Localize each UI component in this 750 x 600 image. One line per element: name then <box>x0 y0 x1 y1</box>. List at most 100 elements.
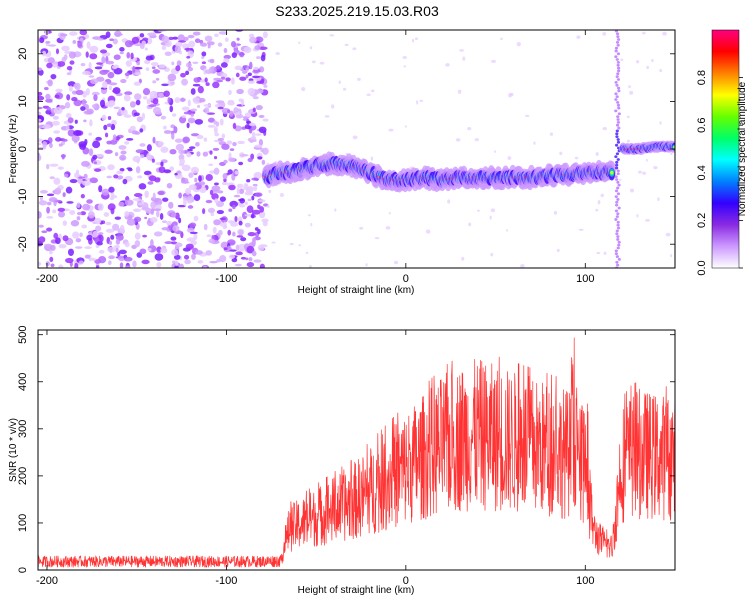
spectrogram-noise-blob <box>602 31 607 36</box>
spectrogram-streak-blob <box>616 238 620 241</box>
spectrogram-noise-blob <box>247 198 252 202</box>
spectrogram-noise-blob <box>109 38 114 42</box>
spectrogram-noise-blob <box>576 35 581 39</box>
spectrogram-noise-blob <box>57 207 66 212</box>
spectrogram-noise-blob <box>646 65 650 70</box>
spectrogram-noise-blob <box>186 122 190 129</box>
spectrogram-streak-blob <box>616 120 621 124</box>
spectrogram-noise-blob <box>152 192 156 201</box>
spectrogram-noise-blob <box>123 94 131 102</box>
spectrogram-noise-blob <box>89 177 98 184</box>
spectrogram-noise-blob <box>626 139 630 143</box>
spectrogram-noise-blob <box>629 90 634 95</box>
spectrogram-noise-blob <box>104 132 109 138</box>
spectrogram-x-tick-label: 100 <box>576 273 594 285</box>
spectrogram-noise-blob <box>203 137 208 142</box>
spectrogram-noise-blob <box>218 229 223 236</box>
spectrogram-streak-blob <box>616 180 620 184</box>
spectrogram-noise-blob <box>152 80 157 84</box>
spectrogram-noise-blob <box>242 65 248 69</box>
snr-y-tick-label: 0 <box>17 567 29 573</box>
spectrogram-streak-blob <box>616 172 620 176</box>
spectrogram-noise-blob <box>204 35 213 42</box>
spectrogram-noise-blob <box>201 56 205 60</box>
colorbar-tick-label: 0.8 <box>696 70 708 85</box>
spectrogram-noise-blob <box>374 237 380 240</box>
spectrogram-noise-blob <box>158 64 166 69</box>
spectrogram-noise-blob <box>55 237 61 245</box>
spectrogram-noise-blob <box>234 125 242 132</box>
spectrogram-noise-blob <box>597 200 601 205</box>
spectrogram-noise-blob <box>54 187 62 195</box>
spectrogram-ridge <box>261 30 675 268</box>
spectrogram-noise-blob <box>172 225 180 232</box>
spectrogram-noise-blob <box>261 159 266 165</box>
spectrogram-noise-blob <box>167 97 171 104</box>
spectrogram-noise-blob <box>163 125 167 130</box>
spectrogram-noise-blob <box>212 226 217 234</box>
spectrogram-noise-blob <box>251 209 261 215</box>
snr-x-tick-label: -200 <box>36 575 58 587</box>
spectrogram-noise-blob <box>506 229 509 232</box>
spectrogram-noise-blob <box>311 60 316 64</box>
spectrogram-streak-blob <box>616 138 620 141</box>
spectrogram-streak-blob <box>614 195 618 199</box>
spectrogram-noise-blob <box>74 262 79 268</box>
spectrogram-noise-blob <box>402 55 407 59</box>
spectrogram-noise-blob <box>106 140 112 145</box>
spectrogram-noise-blob <box>170 236 177 241</box>
spectrogram-streak-blob <box>615 40 620 44</box>
spectrogram-noise-blob <box>52 120 60 126</box>
spectrogram-streak-blob <box>616 220 620 224</box>
spectrogram-noise-blob <box>171 248 179 256</box>
spectrogram-noise-blob <box>193 194 201 201</box>
spectrogram-noise-blob <box>107 116 112 121</box>
spectrogram-noise-blob <box>142 37 149 42</box>
spectrogram-noise-blob <box>95 265 100 268</box>
spectrogram-noise-blob <box>219 196 227 202</box>
spectrogram-noise-blob <box>310 222 313 227</box>
spectrogram-noise-blob <box>38 67 43 72</box>
spectrogram-streak-blob <box>616 198 620 201</box>
spectrogram-noise-blob <box>203 104 211 107</box>
spectrogram-noise-blob <box>279 192 285 198</box>
spectrogram-noise-blob <box>493 150 497 153</box>
spectrogram-noise-blob <box>254 192 263 197</box>
spectrogram-noise-blob <box>85 88 90 96</box>
spectrogram-noise-blob <box>174 260 179 266</box>
spectrogram-noise-blob <box>46 106 52 111</box>
spectrogram-x-tick-label: -200 <box>36 273 58 285</box>
spectrogram-noise-blob <box>45 98 53 103</box>
spectrogram-noise-blob <box>156 261 162 268</box>
spectrogram-noise-blob <box>474 138 479 142</box>
spectrogram-noise-blob <box>98 234 104 243</box>
spectrogram-noise-blob <box>659 69 663 73</box>
spectrogram-noise-blob <box>79 232 83 238</box>
spectrogram-noise-blob <box>244 222 251 228</box>
spectrogram-noise-blob <box>160 115 167 120</box>
spectrogram-noise-blob <box>307 214 311 217</box>
spectrogram-streak-blob <box>617 243 621 247</box>
spectrogram-noise-blob <box>236 37 240 41</box>
spectrogram-noise-blob <box>193 77 201 83</box>
spectrogram-noise-blob <box>603 251 607 255</box>
spectrogram-noise-blob <box>97 203 104 211</box>
spectrogram-noise-blob <box>65 186 73 194</box>
spectrogram-noise-blob <box>39 196 43 202</box>
spectrogram-noise-blob <box>105 228 115 233</box>
spectrogram-noise-blob <box>44 87 49 91</box>
spectrogram-streak-blob <box>616 169 620 173</box>
spectrogram-streak-blob <box>617 66 621 70</box>
spectrogram-noise-blob <box>232 231 236 237</box>
spectrogram-noise-blob <box>301 86 306 92</box>
spectrogram-noise-blob <box>215 100 225 104</box>
spectrogram-noise-blob <box>173 254 181 260</box>
spectrogram-noise-blob <box>222 172 228 180</box>
spectrogram-streak-blob <box>615 129 619 133</box>
spectrogram-noise-blob <box>232 204 236 210</box>
spectrogram-noise-blob <box>461 256 465 261</box>
spectrogram-noise-blob <box>53 107 63 115</box>
spectrogram-streak-blob <box>614 218 618 221</box>
spectrogram-noise-blob <box>185 70 190 76</box>
spectrogram-noise-blob <box>146 144 152 152</box>
